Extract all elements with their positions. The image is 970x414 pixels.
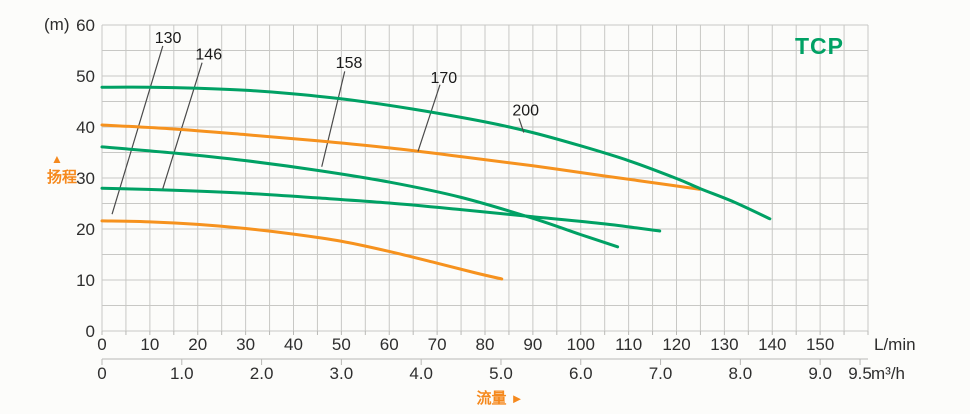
up-arrow-icon: ▲ — [51, 152, 63, 166]
y-tick-label: 60 — [76, 16, 95, 35]
series-label-130: 130 — [155, 30, 182, 47]
x-tick-label-secondary: 5.0 — [489, 364, 513, 383]
series-label-146: 146 — [195, 47, 222, 64]
series-label-170: 170 — [430, 70, 457, 87]
x-tick-label-secondary: 7.0 — [649, 364, 673, 383]
curve-146 — [100, 186, 662, 233]
x-tick-label-secondary: 9.0 — [808, 364, 832, 383]
series-label-200: 200 — [512, 103, 539, 120]
x-tick-label-primary: 10 — [140, 335, 159, 354]
x-tick-label-secondary: 2.0 — [250, 364, 274, 383]
leader-170 — [417, 84, 441, 152]
x-tick-label-primary: 30 — [236, 335, 255, 354]
x-tick-label-primary: 150 — [806, 335, 834, 354]
x-tick-label-primary: 20 — [188, 335, 207, 354]
x-tick-label-primary: 70 — [428, 335, 447, 354]
x-tick-label-primary: 110 — [615, 335, 642, 354]
x-tick-label-primary: 120 — [662, 335, 690, 354]
x-tick-label-primary: 0 — [97, 335, 106, 354]
x-tick-label-primary: 50 — [332, 335, 351, 354]
x-tick-label-primary: 140 — [758, 335, 786, 354]
x-tick-label-primary: 90 — [523, 335, 542, 354]
x-axis-unit-primary: L/min — [874, 335, 916, 354]
x-tick-label-secondary: 3.0 — [330, 364, 354, 383]
y-tick-label: 40 — [76, 118, 95, 137]
y-tick-label: 0 — [86, 322, 95, 341]
x-tick-label-secondary: 8.0 — [729, 364, 753, 383]
x-tick-label-secondary: 0 — [97, 364, 106, 383]
leader-146 — [162, 62, 203, 189]
right-arrow-icon: ► — [510, 391, 524, 406]
x-tick-label-secondary: 4.0 — [409, 364, 433, 383]
curve-130 — [100, 219, 504, 281]
x-tick-label-secondary: 9.5 — [848, 364, 872, 383]
x-tick-label-secondary: 1.0 — [170, 364, 194, 383]
x-axis-label: 流量 ► — [452, 387, 548, 408]
curve-158 — [100, 145, 620, 249]
x-tick-label-primary: 100 — [567, 335, 595, 354]
x-tick-label-primary: 80 — [476, 335, 495, 354]
leader-200 — [518, 118, 525, 133]
chart-title: TCP — [795, 33, 844, 59]
x-axis-label-text: 流量 — [476, 390, 507, 407]
y-tick-label: 50 — [76, 67, 95, 86]
y-tick-label: 30 — [76, 169, 95, 188]
y-axis-label: ▲ 扬程 — [47, 152, 78, 187]
leader-158 — [321, 71, 346, 167]
curve-170 — [100, 123, 701, 191]
y-tick-label: 10 — [76, 271, 95, 290]
curve-200 — [100, 85, 772, 221]
x-tick-label-primary: 130 — [710, 335, 738, 354]
y-axis-label-text: 扬程 — [47, 169, 78, 186]
x-axis-unit-secondary: m³/h — [871, 364, 905, 383]
leader-130 — [111, 45, 164, 215]
y-axis-unit: (m) — [44, 15, 70, 34]
x-tick-label-secondary: 6.0 — [569, 364, 593, 383]
x-tick-label-primary: 60 — [380, 335, 399, 354]
series-label-158: 158 — [336, 55, 363, 72]
y-tick-label: 20 — [76, 220, 95, 239]
x-tick-label-primary: 40 — [284, 335, 303, 354]
